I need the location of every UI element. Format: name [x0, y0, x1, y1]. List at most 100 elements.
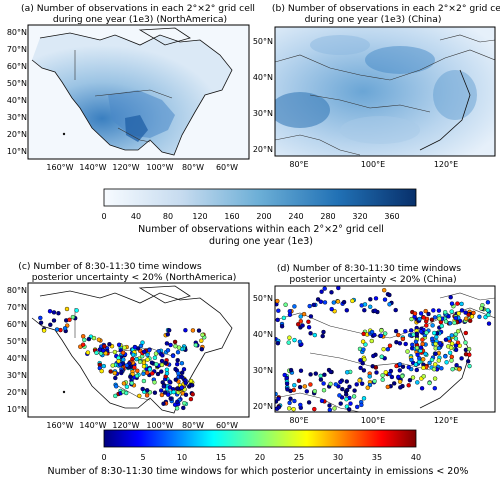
station-marker	[312, 332, 317, 338]
station-marker	[418, 311, 424, 316]
y-tick: 20°N	[7, 130, 27, 139]
station-marker	[159, 369, 164, 374]
station-marker	[424, 323, 429, 328]
colorbar-windows-ticks: 0 5 10 15 20 25 30 35 40	[101, 453, 421, 462]
station-marker	[418, 345, 424, 350]
station-marker	[173, 366, 178, 372]
station-marker	[183, 328, 188, 333]
station-marker	[387, 292, 392, 298]
station-marker	[449, 309, 454, 314]
station-marker	[287, 406, 292, 411]
station-marker	[319, 289, 324, 294]
station-marker	[406, 365, 411, 370]
y-tick: 80°N	[7, 28, 27, 37]
station-marker	[430, 323, 435, 328]
station-marker	[345, 387, 350, 393]
cb-tick: 40	[131, 212, 141, 221]
station-marker	[116, 342, 122, 347]
station-marker	[165, 392, 171, 397]
station-marker	[430, 336, 435, 341]
station-marker	[466, 312, 471, 317]
station-marker	[427, 360, 432, 366]
station-marker	[306, 400, 312, 405]
station-marker	[152, 390, 158, 395]
station-marker	[466, 346, 472, 352]
station-marker	[331, 300, 336, 305]
station-marker	[459, 356, 464, 361]
station-marker	[406, 383, 411, 388]
station-marker	[112, 370, 118, 376]
station-marker	[190, 328, 196, 333]
station-marker	[373, 296, 379, 301]
station-marker	[363, 342, 368, 347]
station-marker	[344, 308, 349, 313]
station-marker	[121, 357, 126, 362]
station-marker	[419, 386, 425, 391]
panel-b: (b) Number of observations in each 2°×2°…	[253, 3, 500, 169]
panel-a-title-line2: during one year (1e3) (NorthAmerica)	[53, 14, 227, 25]
station-marker	[306, 325, 312, 330]
y-tick: 50°N	[253, 37, 273, 46]
station-marker	[365, 385, 370, 390]
station-marker	[362, 357, 367, 362]
y-tick: 10°N	[7, 147, 27, 156]
y-tick: 60°N	[7, 62, 27, 71]
station-marker	[403, 341, 408, 347]
station-marker	[336, 286, 341, 291]
station-marker	[160, 353, 165, 358]
station-marker	[344, 397, 349, 402]
station-marker	[193, 342, 199, 348]
station-marker	[463, 316, 469, 321]
station-marker	[437, 341, 443, 346]
station-marker	[275, 341, 281, 346]
station-marker	[321, 329, 326, 335]
station-marker	[288, 396, 293, 401]
station-marker	[140, 386, 145, 392]
station-marker	[413, 339, 419, 344]
cb-tick: 240	[288, 212, 303, 221]
station-marker	[292, 304, 297, 309]
station-marker	[166, 328, 172, 333]
station-marker	[369, 329, 375, 335]
station-marker	[354, 382, 359, 387]
station-marker	[174, 362, 180, 367]
station-marker	[47, 309, 53, 314]
station-marker	[383, 331, 388, 336]
station-marker	[414, 345, 420, 351]
station-marker	[423, 308, 428, 314]
station-marker	[337, 393, 342, 398]
station-marker	[285, 387, 290, 392]
y-tick: 10°N	[7, 405, 27, 414]
station-marker	[423, 351, 428, 357]
station-marker	[152, 380, 157, 385]
station-marker	[308, 314, 314, 319]
station-marker	[436, 308, 442, 313]
y-tick: 20°N	[253, 145, 273, 154]
station-marker	[421, 365, 426, 370]
station-marker	[387, 343, 393, 348]
station-marker	[150, 371, 155, 376]
station-marker	[372, 332, 377, 338]
station-marker	[318, 377, 324, 382]
station-marker	[165, 332, 171, 337]
station-marker	[144, 370, 150, 375]
station-marker	[389, 374, 395, 380]
station-marker	[99, 368, 104, 374]
station-marker	[374, 370, 379, 375]
station-marker	[394, 363, 399, 369]
station-marker	[359, 402, 364, 408]
station-marker	[392, 381, 397, 386]
station-marker	[298, 314, 303, 319]
station-marker	[48, 322, 53, 327]
station-marker	[167, 385, 173, 390]
cb-tick: 160	[224, 212, 239, 221]
station-marker	[132, 365, 137, 370]
station-marker	[418, 329, 424, 334]
station-marker	[449, 301, 455, 306]
station-marker	[101, 363, 107, 369]
station-marker	[372, 379, 377, 384]
station-marker	[292, 398, 297, 404]
x-tick: 120°E	[434, 416, 458, 425]
station-marker	[351, 394, 357, 399]
panel-b-title-line2: during one year (1e3) (China)	[305, 14, 442, 25]
